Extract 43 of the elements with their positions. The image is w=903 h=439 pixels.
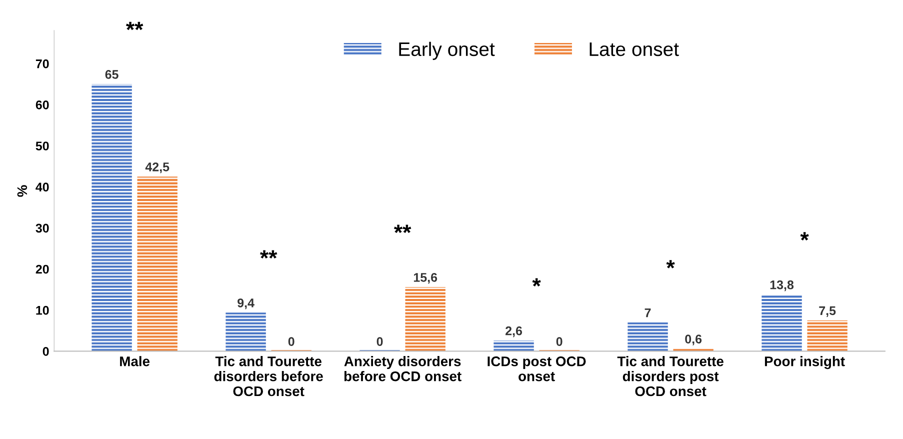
annotation: * [532,278,541,286]
annotation: * [666,260,675,268]
y-tick-label: 10 [36,306,49,315]
data-label: 0 [556,337,562,346]
data-label: 7 [644,308,651,318]
text: ** [126,22,144,30]
x-tick-label: Male [120,356,150,366]
x-tick-label: Anxiety disorders before OCD onset [344,356,462,382]
annotation: ** [260,250,278,259]
y-tick-label: 60 [36,100,49,110]
x-tick-label: Tic and Tourette disorders post OCD onset [617,356,724,396]
data-label: 42,5 [145,162,170,174]
data-label: 15,6 [414,273,438,284]
bar [226,312,266,352]
y-tick-label: 70 [36,59,49,68]
bar [405,287,446,352]
bar [137,176,178,352]
data-label: 13,8 [770,280,794,292]
bar [807,320,848,352]
data-label: 0 [288,337,294,346]
y-tick-label: 50 [36,142,49,150]
annotation: * [800,232,809,240]
data-label: 7,5 [819,306,836,317]
data-label: 2,6 [506,326,522,338]
y-tick-label: 40 [36,182,49,192]
legend-label: Early onset [399,42,495,60]
y-tick-label: 20 [36,264,49,274]
y-tick-label: 30 [36,224,49,233]
data-label: 0 [376,337,383,346]
y-tick-label: 0 [42,347,49,356]
data-label: 65 [105,70,118,79]
data-label: 0,6 [685,334,702,346]
legend-label: Late onset [590,42,679,56]
bar [494,340,534,352]
x-tick-label: ICDs post OCD onset [488,356,586,382]
data-label: 9,4 [238,298,254,310]
bar [762,294,802,352]
x-tick-label: Tic and Tourette disorders before OCD onset [214,356,323,396]
bar [92,84,132,352]
bar [628,322,668,352]
x-tick-label: Poor insight [764,356,845,370]
y-axis-title: % [17,185,28,197]
annotation: ** [394,224,412,234]
